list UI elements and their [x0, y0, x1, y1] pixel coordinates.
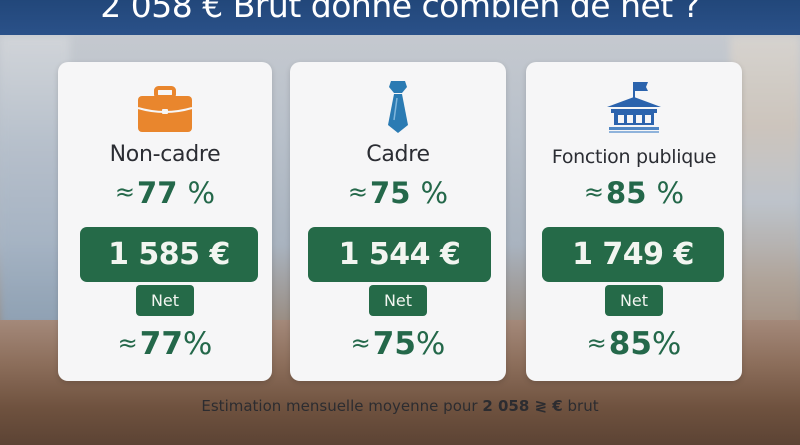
approx-symbol: ≈	[114, 178, 136, 206]
briefcase-icon	[58, 80, 272, 134]
rate-top: ≈77 %	[58, 176, 272, 210]
net-amount: 1 544 €	[308, 227, 491, 282]
percent-sign: %	[415, 326, 446, 362]
card-non-cadre: Non-cadre ≈77 % 1 585 € Net ≈77%	[58, 62, 272, 381]
net-badge: Net	[136, 285, 194, 316]
approx-symbol: ≈	[347, 178, 369, 206]
rate-top: ≈85 %	[526, 176, 742, 210]
net-amount: 1 749 €	[542, 227, 724, 282]
rate-value: 85	[606, 176, 647, 210]
net-badge: Net	[369, 285, 427, 316]
rate-top: ≈75 %	[290, 176, 506, 210]
government-building-icon	[526, 80, 742, 134]
approx-symbol: ≈	[117, 329, 138, 357]
approx-symbol: ≈	[586, 329, 607, 357]
footer-note: Estimation mensuelle moyenne pour 2 058 …	[0, 397, 800, 415]
card-label: Cadre	[366, 142, 430, 167]
title-banner: 2 058 € Brut donne combien de net ?	[0, 0, 800, 35]
rate-value: 77	[139, 326, 183, 362]
approx-symbol: ≈	[350, 329, 371, 357]
percent-sign: %	[656, 176, 685, 210]
rate-bottom: ≈77%	[58, 326, 272, 362]
rate-bottom: ≈85%	[526, 326, 742, 362]
approx-symbol: ≈	[583, 178, 605, 206]
necktie-icon	[290, 80, 506, 134]
percent-sign: %	[187, 176, 216, 210]
card-label: Non-cadre	[109, 142, 221, 167]
footer-prefix: Estimation mensuelle moyenne pour	[201, 397, 483, 415]
card-cadre: Cadre ≈75 % 1 544 € Net ≈75%	[290, 62, 506, 381]
footer-amount: 2 058 ≷ €	[482, 397, 563, 415]
rate-bottom: ≈75%	[290, 326, 506, 362]
percent-sign: %	[651, 326, 682, 362]
rate-value: 75	[372, 326, 416, 362]
page-title: 2 058 € Brut donne combien de net ?	[100, 0, 700, 25]
footer-suffix: brut	[562, 397, 599, 415]
rate-value: 85	[608, 326, 652, 362]
rate-value: 75	[370, 176, 411, 210]
card-label: Fonction publique	[551, 146, 717, 168]
card-fonction-publique: Fonction publique ≈85 % 1 749 € Net ≈85%	[526, 62, 742, 381]
net-badge: Net	[605, 285, 663, 316]
percent-sign: %	[420, 176, 449, 210]
percent-sign: %	[182, 326, 213, 362]
net-amount: 1 585 €	[80, 227, 258, 282]
rate-value: 77	[137, 176, 178, 210]
